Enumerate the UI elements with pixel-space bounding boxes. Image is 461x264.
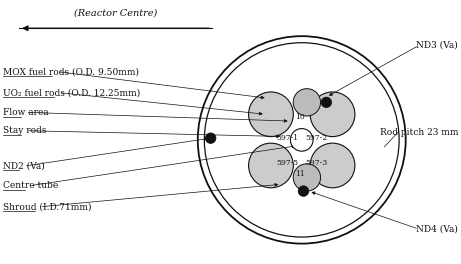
Text: MOX fuel rods (O.D. 9.50mm): MOX fuel rods (O.D. 9.50mm)	[3, 67, 139, 76]
Ellipse shape	[293, 89, 320, 116]
Text: Stay rods: Stay rods	[3, 126, 47, 135]
Ellipse shape	[298, 186, 309, 196]
Ellipse shape	[248, 92, 293, 136]
Text: Shroud (I.D.71mm): Shroud (I.D.71mm)	[3, 202, 91, 211]
Text: ND4 (Va): ND4 (Va)	[416, 225, 458, 234]
Text: UO₂ fuel rods (O.D. 12.25mm): UO₂ fuel rods (O.D. 12.25mm)	[3, 88, 140, 97]
Ellipse shape	[310, 143, 355, 188]
Text: Flow area: Flow area	[3, 108, 49, 117]
Ellipse shape	[310, 92, 355, 136]
Text: Rod pitch 23 mm: Rod pitch 23 mm	[379, 128, 458, 136]
Text: 597-3: 597-3	[305, 159, 327, 167]
Text: ND2 (Va): ND2 (Va)	[3, 162, 45, 171]
Ellipse shape	[293, 164, 320, 191]
Text: (Reactor Centre): (Reactor Centre)	[74, 9, 157, 18]
Ellipse shape	[248, 143, 293, 188]
Text: ND3 (Va): ND3 (Va)	[416, 41, 458, 50]
Text: 10: 10	[295, 113, 305, 121]
Text: 597-5: 597-5	[276, 159, 298, 167]
Text: 597-1: 597-1	[276, 134, 298, 142]
Ellipse shape	[206, 133, 216, 143]
Ellipse shape	[290, 129, 313, 151]
Text: Centre tube: Centre tube	[3, 181, 58, 190]
Ellipse shape	[321, 97, 331, 107]
Text: 597-2: 597-2	[305, 134, 327, 142]
Text: 11: 11	[295, 170, 305, 178]
